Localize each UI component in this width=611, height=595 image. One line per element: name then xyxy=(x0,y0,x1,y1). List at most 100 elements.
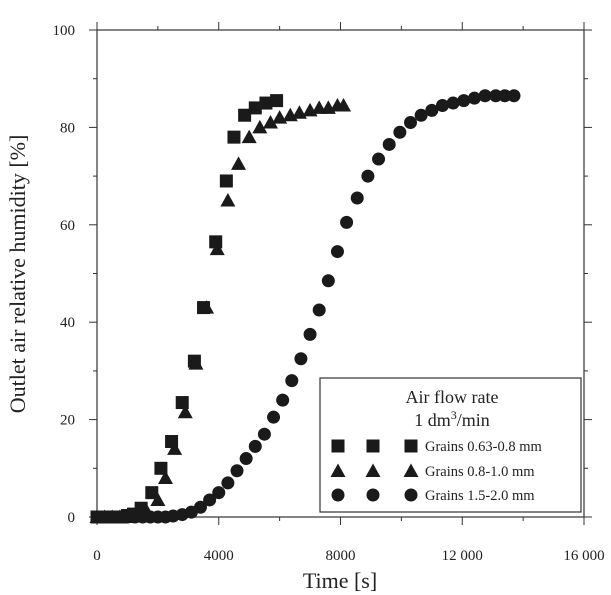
data-point-circle xyxy=(382,137,396,151)
x-tick-label: 16 000 xyxy=(563,548,604,564)
data-point-circle xyxy=(372,152,386,166)
x-axis-ticks xyxy=(96,22,585,525)
x-axis-title: Time [s] xyxy=(303,568,377,593)
data-point-triangle xyxy=(220,192,236,207)
data-point-triangle xyxy=(177,404,193,419)
series-circle xyxy=(90,89,521,524)
data-point-triangle xyxy=(199,300,215,314)
legend-title-line1: Air flow rate xyxy=(406,387,499,407)
legend-label: Grains 0.8-1.0 mm xyxy=(425,464,535,480)
data-point-circle xyxy=(340,215,354,229)
data-point-square xyxy=(154,461,168,475)
data-point-circle xyxy=(221,476,235,490)
data-points xyxy=(89,89,521,524)
data-point-circle xyxy=(435,98,449,112)
data-point-circle xyxy=(350,191,364,205)
y-tick-label: 60 xyxy=(60,218,75,234)
y-tick-label: 20 xyxy=(60,413,75,429)
x-tick-label: 8000 xyxy=(326,548,356,564)
y-tick-label: 40 xyxy=(60,315,75,331)
legend-marker-circle xyxy=(366,488,380,502)
legend-marker-triangle xyxy=(330,463,346,477)
data-point-circle xyxy=(446,96,460,110)
data-point-circle xyxy=(467,91,481,105)
data-point-circle xyxy=(203,493,217,507)
data-point-circle xyxy=(478,89,492,103)
data-point-triangle xyxy=(262,115,278,129)
data-point-circle xyxy=(489,89,503,103)
data-point-triangle xyxy=(150,492,166,506)
data-point-circle xyxy=(294,352,308,366)
y-tick-label: 0 xyxy=(68,510,76,526)
data-point-circle xyxy=(285,374,299,388)
legend-entry: Grains 1.5-2.0 mm xyxy=(331,488,535,504)
data-point-triangle xyxy=(188,356,204,370)
legend-title-suffix: /min xyxy=(457,410,490,430)
data-point-circle xyxy=(425,103,439,117)
legend-marker-triangle xyxy=(365,463,381,477)
legend-marker-circle xyxy=(331,488,345,502)
data-point-square xyxy=(227,130,241,144)
x-tick-label: 4000 xyxy=(204,548,234,564)
legend-entries: Grains 0.63-0.8 mm Grains 0.8-1.0 mm Grain… xyxy=(330,439,543,504)
data-point-triangle xyxy=(167,441,183,455)
legend-marker-triangle xyxy=(403,463,419,477)
data-point-triangle xyxy=(209,241,225,256)
legend: Air flow rate 1 dm3/min Grains 0.63-0.8 … xyxy=(319,377,582,513)
y-tick-label: 100 xyxy=(53,23,76,39)
legend-title-sup: 3 xyxy=(451,408,457,422)
data-point-triangle xyxy=(252,119,268,134)
data-point-circle xyxy=(361,169,375,183)
data-point-square xyxy=(259,96,273,110)
x-tick-label: 0 xyxy=(93,548,101,564)
legend-label: Grains 1.5-2.0 mm xyxy=(425,488,535,504)
legend-title-prefix: 1 dm xyxy=(414,410,451,430)
data-point-circle xyxy=(330,245,344,259)
y-axis-title: Outlet air relative humidity [%] xyxy=(5,135,30,414)
y-tick-label: 80 xyxy=(60,120,75,136)
data-point-square xyxy=(219,174,233,188)
data-point-circle xyxy=(507,89,521,103)
data-point-circle xyxy=(212,486,226,500)
legend-entry: Grains 0.8-1.0 mm xyxy=(330,463,535,480)
data-point-circle xyxy=(457,94,471,108)
data-point-circle xyxy=(230,464,244,478)
data-point-circle xyxy=(267,410,281,424)
data-point-circle xyxy=(414,108,428,122)
y-axis-tick-labels: 0 20 40 60 80 100 xyxy=(53,23,76,526)
legend-entry: Grains 0.63-0.8 mm xyxy=(331,439,543,455)
legend-marker-square xyxy=(366,439,380,453)
data-point-square xyxy=(145,486,159,500)
data-point-triangle xyxy=(241,129,257,144)
data-point-triangle xyxy=(272,110,288,124)
legend-marker-circle xyxy=(404,488,418,502)
data-point-circle xyxy=(276,393,290,407)
y-axis-ticks xyxy=(89,29,592,518)
legend-marker-square xyxy=(404,439,418,453)
series-triangle xyxy=(89,97,352,523)
data-point-circle xyxy=(321,274,335,288)
data-point-circle xyxy=(248,439,262,453)
data-point-square xyxy=(248,101,262,115)
legend-marker-square xyxy=(331,439,345,453)
data-point-circle xyxy=(498,89,512,103)
series-square xyxy=(90,94,284,524)
data-point-square xyxy=(270,94,284,108)
data-point-circle xyxy=(312,303,326,317)
data-point-circle xyxy=(257,427,271,441)
data-point-triangle xyxy=(291,105,307,119)
data-point-circle xyxy=(393,125,407,139)
data-point-square xyxy=(238,108,252,122)
data-point-triangle xyxy=(231,156,247,170)
data-point-circle xyxy=(303,327,317,341)
data-point-circle xyxy=(404,116,418,130)
legend-title-line2: 1 dm3/min xyxy=(414,408,490,430)
legend-label: Grains 0.63-0.8 mm xyxy=(425,439,543,455)
data-point-square xyxy=(175,396,189,410)
legend-box xyxy=(319,377,582,513)
data-point-circle xyxy=(239,452,253,466)
data-point-triangle xyxy=(336,97,352,112)
data-point-circle xyxy=(193,500,207,514)
x-tick-label: 12 000 xyxy=(442,548,483,564)
